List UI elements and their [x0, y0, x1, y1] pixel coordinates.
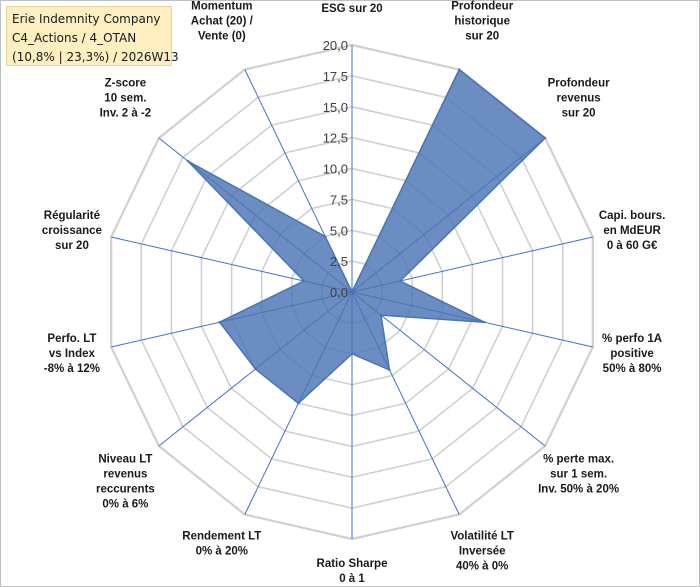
series-point	[302, 279, 305, 283]
chart-title-line-1: Erie Indemnity Company	[12, 12, 161, 26]
series-point	[399, 279, 402, 283]
series-point	[379, 313, 383, 317]
axis-label: Rendement LT 0% à 20%	[182, 531, 261, 558]
tick-label: 2,5	[330, 254, 348, 269]
chart-title-line-2: C4_Actions / 4_OTAN	[12, 31, 137, 45]
axis-spoke	[351, 291, 546, 447]
axis-label: Capi. bours. en MdEUR 0 à 60 G€	[599, 210, 665, 252]
tick-label: 7,5	[330, 192, 348, 207]
series-point	[186, 159, 190, 163]
tick-label: 15,0	[323, 100, 348, 115]
axis-label: Momentum Achat (20) / Vente (0)	[191, 0, 254, 42]
tick-label: 10,0	[323, 162, 348, 177]
series-point	[483, 321, 486, 324]
series-point	[350, 352, 354, 355]
series-point	[388, 368, 391, 372]
axis-label: Profondeur historique sur 20	[451, 0, 513, 42]
axis-label: NoteESG sur 20	[321, 0, 382, 15]
series-point	[254, 367, 257, 371]
axis-label: Profondeur revenus sur 20	[548, 77, 610, 119]
axis-label: % perfo 1A positive 50% à 80%	[602, 333, 662, 375]
series-point	[543, 136, 547, 140]
tick-label: 17,5	[323, 69, 348, 84]
series-point	[297, 402, 300, 405]
axis-label: Ratio Sharpe 0 à 1	[317, 558, 388, 585]
series-point	[350, 290, 354, 294]
axis-label: Perfo. LT vs Index -8% à 12%	[44, 333, 100, 375]
series-point	[458, 68, 461, 71]
tick-label: 5,0	[330, 223, 348, 238]
axis-label: Z-score 10 sem. Inv. 2 à -2	[100, 77, 152, 119]
axis-label: % perte max. sur 1 sem. Inv. 50% à 20%	[538, 454, 619, 496]
axis-label: Volatilité LT Inversée 40% à 0%	[450, 531, 513, 573]
chart-title-box: Erie Indemnity Company C4_Actions / 4_OT…	[6, 6, 179, 66]
axis-label: Niveau LT revenus reccurents 0% à 6%	[96, 454, 155, 511]
series-point	[218, 321, 221, 324]
radar-tick-labels: 0,0 2,5 5,0 7,5 10,0 12,5 15,0 17,5 20,0	[323, 38, 348, 300]
chart-title-line-3: (10,8% | 23,3%) / 2026W13	[12, 50, 179, 64]
tick-label: 0,0	[330, 285, 348, 300]
series-point	[324, 235, 327, 238]
radar-series	[186, 68, 547, 405]
tick-label: 20,0	[323, 38, 348, 53]
axis-label: Régularité croissance sur 20	[42, 210, 102, 252]
tick-label: 12,5	[323, 131, 348, 146]
